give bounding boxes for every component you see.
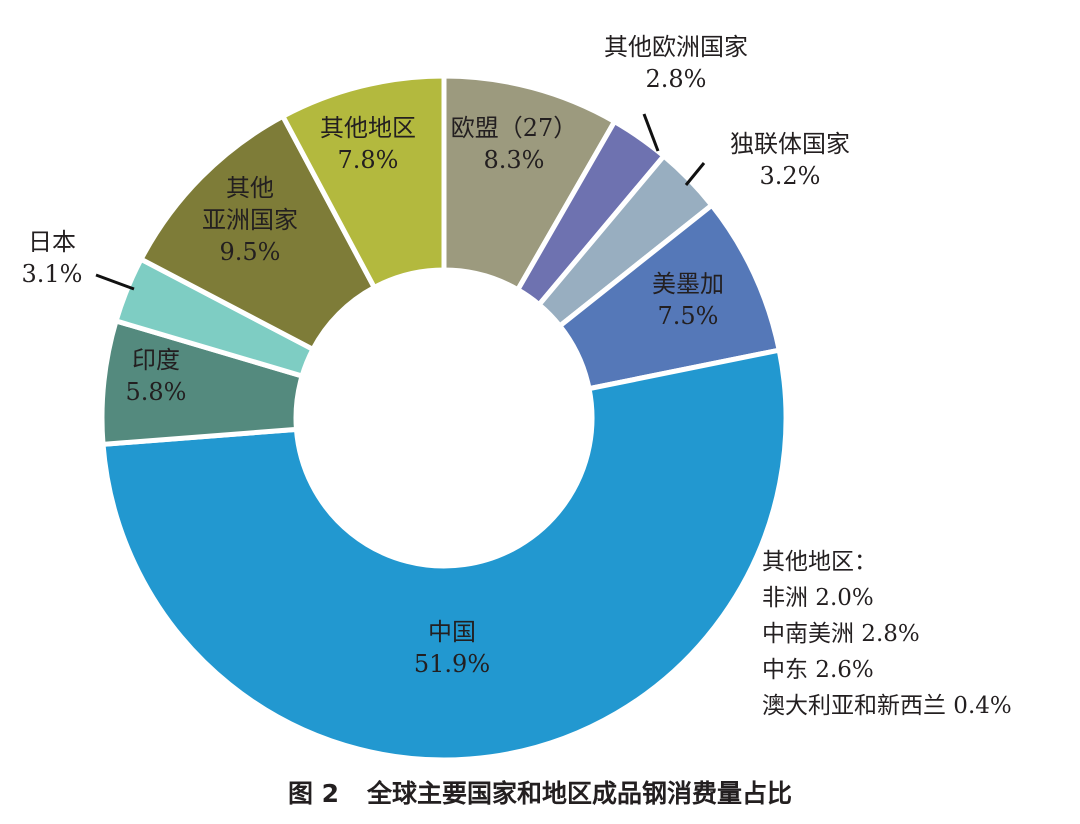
donut-slice-8 — [137, 112, 378, 353]
slice-label-3: 独联体国家 — [730, 130, 850, 158]
slice-label-9: 其他地区 — [320, 114, 416, 142]
slice-value-6: 5.8% — [126, 378, 187, 406]
slice-value-2: 2.8% — [646, 65, 707, 93]
figure-title: 全球主要国家和地区成品钢消费量占比 — [367, 779, 793, 808]
slice-value-4: 7.5% — [658, 302, 719, 330]
slice-value-8: 9.5% — [220, 238, 281, 266]
slice-value-7: 3.1% — [22, 260, 83, 288]
donut-slice-9 — [279, 73, 447, 291]
leader-line-3 — [684, 162, 706, 186]
slice-label-6: 印度 — [132, 346, 180, 374]
leader-line-2 — [642, 113, 660, 152]
donut-chart: 欧盟（27） 8.3% 其他欧洲国家 2.8% 独联体国家 3.2% 美墨加 7.5% 中国 51… — [21, 33, 850, 763]
other-regions-heading: 其他地区： — [762, 549, 877, 575]
other-regions-note: 其他地区： 非洲 2.0% 中南美洲 2.8% 中东 2.6% 澳大利亚和新西兰… — [762, 544, 1012, 724]
slice-label-1: 欧盟（27） — [451, 114, 578, 142]
figure-caption: 图 2 全球主要国家和地区成品钢消费量占比 — [0, 774, 1080, 810]
leader-line-7 — [95, 273, 135, 291]
slice-label-4: 美墨加 — [652, 270, 724, 298]
slice-label-2: 其他欧洲国家 — [604, 33, 748, 61]
other-regions-item-middle-east: 中东 2.6% — [762, 657, 874, 683]
slice-label-8-line-1: 其他 — [226, 174, 274, 202]
slice-label-8-line-2: 亚洲国家 — [202, 206, 298, 234]
slice-label-5: 中国 — [428, 618, 476, 646]
other-regions-item-latin-america: 中南美洲 2.8% — [762, 621, 920, 647]
slice-value-1: 8.3% — [484, 146, 545, 174]
slice-value-5: 51.9% — [414, 650, 490, 678]
other-regions-item-africa: 非洲 2.0% — [762, 585, 874, 611]
slice-value-3: 3.2% — [760, 162, 821, 190]
slice-value-9: 7.8% — [338, 146, 399, 174]
slice-label-7: 日本 — [28, 228, 76, 256]
figure-number: 图 2 — [287, 779, 340, 808]
donut-slice-5 — [100, 347, 789, 763]
other-regions-item-oceania: 澳大利亚和新西兰 0.4% — [762, 693, 1012, 719]
